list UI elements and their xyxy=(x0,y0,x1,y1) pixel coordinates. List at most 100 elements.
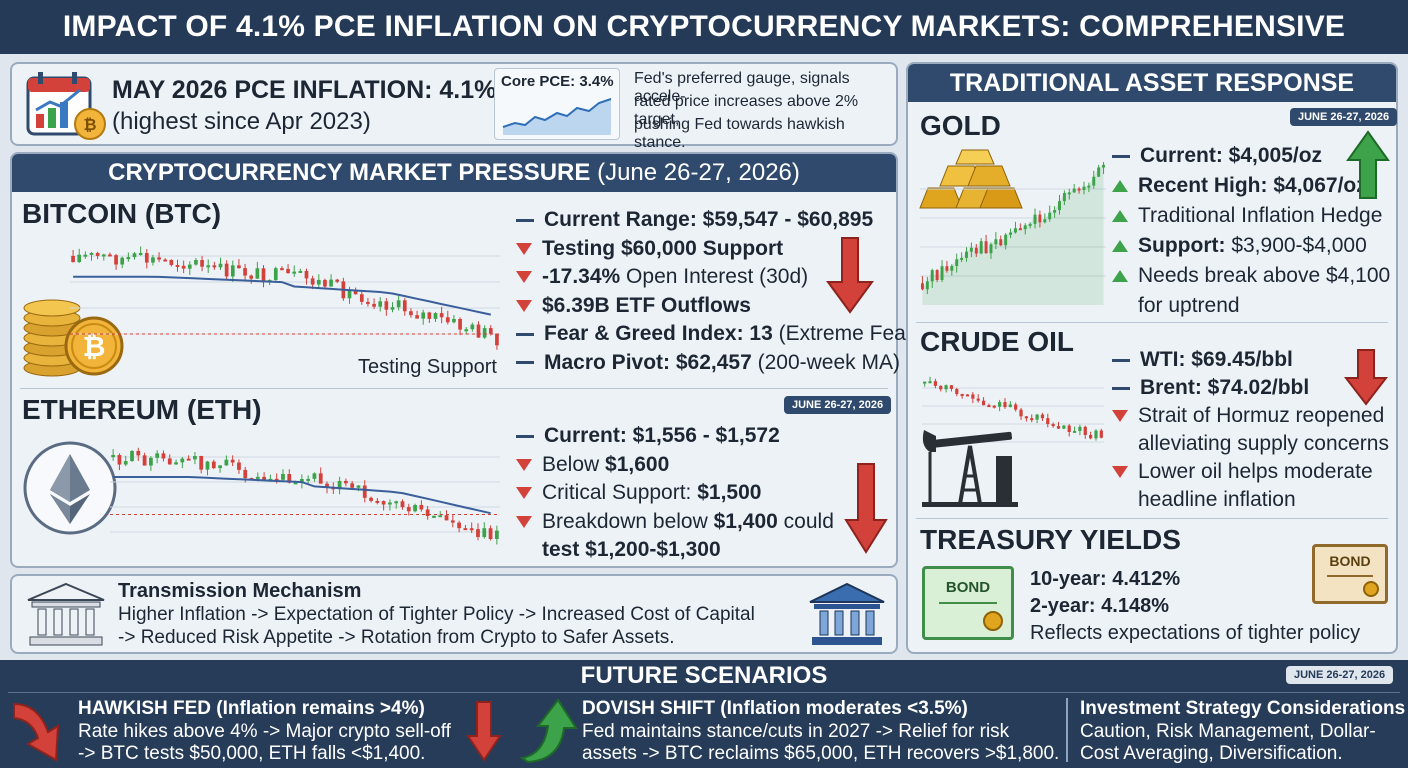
candle-body xyxy=(482,328,487,338)
candle-body xyxy=(157,257,161,260)
candle-body xyxy=(193,455,197,460)
moving-average-line xyxy=(113,476,491,515)
candle-body xyxy=(1014,404,1018,410)
candle-body xyxy=(419,504,424,510)
candle-body xyxy=(261,268,266,283)
candle-body xyxy=(1056,426,1061,429)
candle-body xyxy=(180,458,185,463)
candle-body xyxy=(1099,430,1103,438)
strategy-line-2: Cost Averaging, Diversification. xyxy=(1080,743,1343,764)
down-triangle-icon xyxy=(516,515,532,528)
candle-body xyxy=(1004,234,1008,246)
dovish-up-arrow-icon xyxy=(519,698,578,764)
candle-body xyxy=(237,462,241,470)
metric-value: $1,500 xyxy=(697,481,762,504)
candle-body xyxy=(299,478,304,483)
candle-body xyxy=(965,251,968,258)
metric-text: headline inflation xyxy=(1138,488,1296,511)
candle-body xyxy=(1092,176,1096,186)
eth-title: ETHEREUM (ETH) xyxy=(22,394,262,425)
up-triangle-icon xyxy=(1112,240,1128,252)
up-triangle-icon xyxy=(1112,180,1128,192)
pce-headline: MAY 2026 PCE INFLATION: 4.1% xyxy=(112,76,497,104)
down-triangle-icon xyxy=(516,487,532,499)
crypto-panel xyxy=(10,152,898,568)
dovish-line-1: Fed maintains stance/cuts in 2027 -> Rel… xyxy=(582,721,1010,742)
candle-body xyxy=(1018,228,1022,231)
candle-body xyxy=(123,461,128,465)
candle-body xyxy=(199,455,204,470)
candle-body xyxy=(935,270,939,280)
candle-body xyxy=(445,317,450,323)
candle-body xyxy=(432,515,436,518)
metric-row: Breakdown below $1,400 could xyxy=(516,510,834,534)
dash-bullet-icon xyxy=(1112,386,1130,390)
candle-body xyxy=(163,259,168,262)
candle-body xyxy=(298,270,303,273)
metric-text: alleviating supply concerns xyxy=(1138,432,1389,455)
candle-body xyxy=(992,405,996,408)
ethereum-logo-icon xyxy=(23,441,117,535)
pce-desc-2: rated price increases above 2% target, xyxy=(634,93,859,128)
candle-body xyxy=(425,509,430,516)
down-triangle-icon xyxy=(516,299,532,312)
candle-body xyxy=(488,528,493,540)
metric-row: Recent High: $4,067/oz xyxy=(1112,174,1367,198)
candle-body xyxy=(262,476,266,480)
metric-row: Critical Support: $1,500 xyxy=(516,481,761,505)
metric-row: Needs break above $4,100 xyxy=(1112,264,1390,288)
candle-body xyxy=(138,252,143,255)
candle-body xyxy=(144,252,149,263)
candle-body xyxy=(923,381,927,384)
candle-body xyxy=(463,528,468,531)
core-pce-label: Core PCE: 3.4% xyxy=(501,73,614,90)
candle-body xyxy=(396,300,401,308)
future-scenarios-panel xyxy=(0,660,1408,768)
candle-body xyxy=(955,259,959,266)
candle-body xyxy=(925,281,929,290)
down-triangle-icon xyxy=(1112,466,1128,478)
svg-text:₿: ₿ xyxy=(83,115,96,134)
ten-year-yield: 10-year: 4.412% xyxy=(1030,568,1181,590)
candle-body xyxy=(421,312,426,319)
candle-body xyxy=(130,450,134,462)
metric-value: Macro Pivot: $62,457 xyxy=(544,350,752,374)
candle-body xyxy=(353,289,358,295)
metric-text: Lower oil helps moderate xyxy=(1138,460,1373,483)
metric-value: $1,400 xyxy=(713,509,778,533)
core-pce-box: Core PCE: 3.4% xyxy=(494,68,620,140)
candle-body xyxy=(994,239,998,245)
candle-body xyxy=(987,405,991,408)
metric-value: Current Range: $59,547 - $60,895 xyxy=(544,208,874,231)
candle-body xyxy=(95,252,100,256)
candle-body xyxy=(400,501,405,508)
down-triangle-icon xyxy=(516,271,532,283)
candle-body xyxy=(1087,185,1091,188)
gold-candlestick-chart xyxy=(920,162,1106,305)
hawkish-line-2: -> BTC tests $50,000, ETH falls <$1,400. xyxy=(78,743,426,764)
candle-body xyxy=(312,473,317,479)
candle-body xyxy=(1097,167,1101,177)
candle-body xyxy=(136,450,141,456)
hawkish-line-1: Rate hikes above 4% -> Major crypto sell… xyxy=(78,721,451,742)
candle-body xyxy=(77,254,82,263)
btc-chart-caption: Testing Support xyxy=(358,356,497,378)
candle-body xyxy=(362,485,367,498)
treasury-title: TREASURY YIELDS xyxy=(920,524,1181,555)
down-triangle-icon xyxy=(516,242,532,255)
candle-body xyxy=(944,385,948,390)
candle-body xyxy=(394,501,399,504)
strategy-line-1: Caution, Risk Management, Dollar- xyxy=(1080,721,1376,742)
candle-body xyxy=(388,502,392,505)
metric-row: $6.39B ETF Outflows xyxy=(516,294,751,318)
dash-bullet-icon xyxy=(516,218,534,222)
oil-down-arrow-icon xyxy=(1344,349,1388,406)
candle-body xyxy=(1008,404,1012,408)
candle-body xyxy=(237,265,241,269)
metric-row: Current Range: $59,547 - $60,895 xyxy=(516,208,873,232)
candle-body xyxy=(205,461,210,470)
core-pce-sparkline xyxy=(502,98,612,135)
candle-body xyxy=(1043,219,1047,223)
candle-body xyxy=(194,260,198,265)
candle-body xyxy=(413,504,417,512)
